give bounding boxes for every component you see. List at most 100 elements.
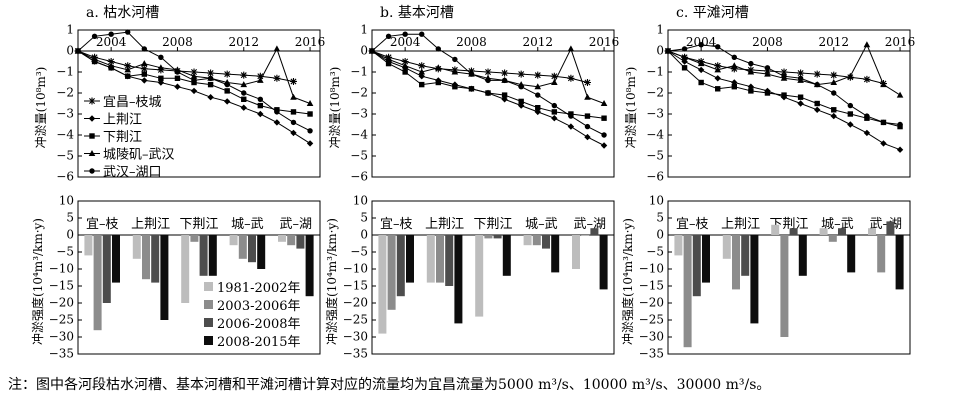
bar-b-bar — [406, 235, 414, 283]
bar-a-ylabel: 冲淤强度(10⁴m³/km·y) — [30, 218, 45, 345]
bar-c-bar — [789, 228, 798, 235]
line-a-point — [125, 29, 131, 35]
bar-a-bar — [278, 235, 286, 242]
line-c-point — [897, 121, 903, 128]
bar-b-ytick-label: −25 — [343, 313, 368, 327]
line-c-ytick-label: 0 — [656, 44, 664, 58]
line-b-point — [551, 109, 558, 115]
line-a-point — [91, 55, 98, 62]
line-c-point — [896, 91, 904, 98]
line-a-point — [241, 90, 247, 96]
line-c-point — [847, 121, 854, 128]
line-b-point — [567, 123, 575, 130]
line-b-point — [435, 79, 442, 86]
bar-c-ytick-label: −10 — [639, 262, 664, 276]
line-b-xtick-label: 2012 — [522, 35, 553, 49]
bar-b-ytick-label: −5 — [350, 245, 368, 259]
line-b-ylabel: 冲淤量(10⁸m³) — [327, 67, 342, 149]
bar-a-bar — [142, 235, 150, 280]
line-b-point — [385, 60, 392, 67]
line-a-point — [290, 109, 297, 115]
bar-c-ylabel: 冲淤强度(10⁴m³/km·y) — [620, 218, 635, 345]
bar-c-ytick-label: −30 — [639, 330, 664, 344]
line-a-ytick-label: −2 — [56, 86, 74, 100]
line-b-point — [484, 68, 492, 76]
line-c-point — [764, 90, 771, 96]
line-c-point — [764, 65, 771, 71]
line-b-point — [601, 115, 607, 121]
bar-c-category-label: 宜–枝 — [676, 217, 709, 232]
bar-a-bar — [287, 235, 296, 246]
bar-c-category-label: 上荆江 — [721, 216, 760, 232]
line-c-point — [830, 71, 838, 79]
line-b-point — [518, 84, 524, 90]
bar-b-category-label: 宜–枝 — [380, 217, 413, 232]
legend-series-label: 宜昌–枝城 — [103, 95, 162, 110]
line-c-point — [764, 70, 771, 77]
line-a-point — [190, 87, 198, 95]
bar-b-bar — [475, 235, 484, 317]
line-c-point — [863, 129, 871, 137]
line-a-ytick-label: −5 — [56, 149, 74, 163]
bar-b-bar — [493, 235, 502, 239]
line-b-point — [550, 72, 558, 80]
line-a-point — [158, 54, 164, 60]
line-b-ytick-label: 0 — [360, 44, 368, 58]
bar-b-ytick-label: 0 — [360, 228, 368, 242]
line-a-point — [223, 70, 231, 78]
bar-a-ytick-label: −25 — [49, 313, 74, 327]
legend-marker — [89, 133, 95, 139]
line-b-point — [419, 81, 425, 88]
bar-c-bar — [819, 228, 828, 235]
line-c-point — [681, 53, 688, 60]
line-b-point — [501, 69, 509, 77]
line-b-point — [451, 68, 459, 75]
bar-b-bar — [378, 235, 387, 334]
bar-a-category-label: 上荆江 — [131, 216, 170, 232]
line-a-point — [273, 119, 281, 126]
bar-a-ytick-label: −35 — [49, 347, 74, 361]
line-a-point — [141, 77, 148, 84]
line-c-point — [731, 54, 738, 60]
line-a-frame — [77, 29, 321, 178]
line-a-point — [141, 71, 148, 77]
bar-c-ytick-label: −15 — [639, 279, 664, 293]
bar-b-frame — [371, 200, 615, 355]
line-b-point — [418, 73, 425, 80]
bar-a-bar — [84, 235, 93, 256]
bar-b-bar — [542, 235, 550, 249]
bar-a-bar — [305, 235, 314, 297]
bar-b-ytick-label: 10 — [353, 194, 368, 208]
line-a-point — [207, 75, 214, 82]
bar-b-category-label: 下荆江 — [473, 216, 512, 232]
line-c-point — [748, 88, 754, 94]
line-c-point — [748, 60, 754, 67]
line-c-title: c. 平滩河槽 — [676, 5, 749, 21]
line-a-point — [240, 81, 248, 88]
bar-c-bar — [702, 235, 710, 283]
line-a-point — [107, 62, 115, 69]
bar-b-ylabel: 冲淤强度(10⁴m³/km·y) — [324, 218, 339, 345]
line-b-xtick-label: 2016 — [589, 35, 620, 49]
bar-a-frame — [77, 200, 321, 355]
bar-b-bar — [581, 235, 590, 236]
line-b-point — [584, 93, 591, 100]
bar-a-bar — [160, 235, 169, 320]
bar-b-bar — [454, 235, 463, 324]
bar-b-bar — [590, 228, 599, 235]
line-b-point — [435, 46, 442, 52]
bar-a-ytick-label: −15 — [49, 279, 74, 293]
line-b-point — [601, 132, 607, 138]
line-b-point — [535, 92, 541, 98]
bar-a-category-label: 城–武 — [231, 217, 264, 232]
line-a-point — [107, 58, 115, 65]
line-a-point — [174, 69, 181, 75]
line-a-point — [207, 94, 214, 101]
bar-c-category-label: 下荆江 — [769, 216, 808, 232]
bar-b-bar — [387, 235, 396, 310]
legend-marker — [88, 97, 96, 105]
bar-b-category-label: 上荆江 — [425, 216, 464, 232]
line-a-ytick-label: −3 — [56, 107, 74, 121]
line-b-point — [534, 71, 542, 79]
line-a-point — [273, 74, 281, 82]
